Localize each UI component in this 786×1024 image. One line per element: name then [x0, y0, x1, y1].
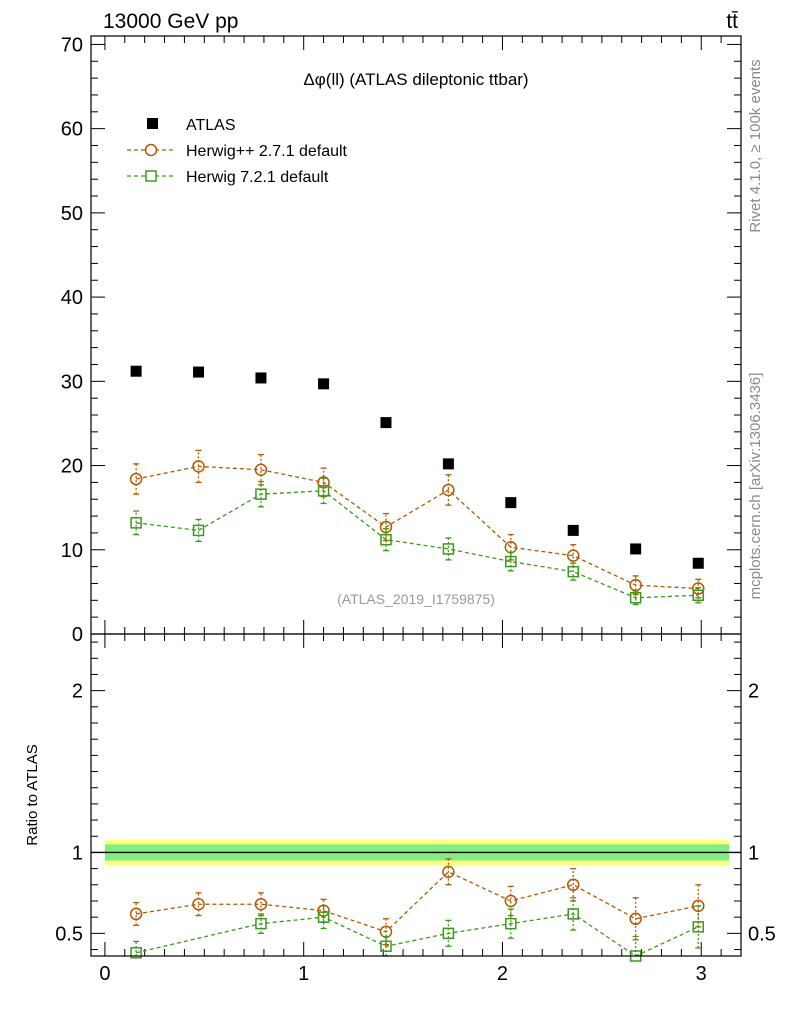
atlas-point — [692, 557, 704, 569]
ratio-ylabel: Ratio to ATLAS — [24, 744, 41, 845]
herwig7-point — [255, 488, 267, 500]
ratio-herwigpp-point — [504, 894, 518, 908]
legend-herwigpp-marker — [144, 143, 158, 157]
mcplots-label: mcplots.cern.ch [arXiv:1306.3436] — [747, 373, 764, 600]
herwigpp-line — [135, 465, 699, 590]
ratio-xtick-label: 3 — [696, 963, 707, 985]
ratio-herwig7-point — [567, 908, 579, 920]
rivet-label: Rivet 4.1.0, ≥ 100k events — [747, 59, 764, 232]
herwigpp-point — [442, 483, 455, 497]
herwig7-point — [629, 592, 642, 604]
legend-herwigpp-label: Herwig++ 2.7.1 default — [186, 143, 348, 160]
legend: ATLAS Herwig++ 2.7.1 default Herwig 7.2.… — [127, 117, 348, 186]
atlas-point — [505, 497, 517, 509]
ratio-frame — [90, 633, 742, 957]
ratio-herwig7-point — [505, 917, 517, 930]
main-panel: 0 10 20 30 40 50 60 70 Δφ(ll) (ATLAS dileptonic… — [61, 34, 742, 646]
ratio-ytick-label-right: 0.5 — [748, 923, 776, 945]
herwig7-point — [505, 555, 517, 568]
ratio-herwig7-point — [317, 911, 330, 923]
ratio-ytick-label: 0.5 — [55, 923, 83, 945]
watermark: (ATLAS_2019_I1759875) — [337, 591, 495, 607]
ratio-herwig7-point — [442, 927, 455, 940]
main-ytick-label: 10 — [61, 540, 83, 562]
herwigpp-point — [379, 520, 393, 534]
ratio-herwigpp-point — [629, 912, 642, 926]
atlas-point — [630, 543, 642, 555]
atlas-point — [318, 378, 330, 390]
ratio-herwig7-point — [692, 921, 705, 933]
legend-herwig7-marker — [145, 170, 157, 182]
main-ytick-label: 50 — [61, 203, 83, 225]
ratio-axis-ticks: 0.5 0.5 1 1 2 2 0 1 2 3 — [55, 634, 776, 985]
legend-herwig7-label: Herwig 7.2.1 default — [186, 169, 329, 186]
ratio-herwigpp-point — [129, 907, 143, 921]
ratio-ytick-label-right: 1 — [748, 842, 759, 864]
herwig7-line — [136, 490, 699, 599]
atlas-point — [380, 417, 392, 429]
ratio-reference-band — [91, 839, 741, 866]
herwigpp-point — [317, 476, 330, 489]
ratio-herwigpp-point — [566, 878, 580, 892]
ratio-herwig7-point — [255, 917, 267, 930]
ratio-panel: 0.5 0.5 1 1 2 2 0 1 2 3 Ratio to ATLAS — [24, 633, 776, 985]
ratio-xtick-label: 0 — [99, 963, 110, 985]
herwigpp-point — [129, 472, 143, 486]
main-ytick-label: 0 — [72, 624, 83, 646]
main-ytick-label: 30 — [61, 371, 83, 393]
atlas-point — [442, 458, 454, 470]
main-ytick-label: 40 — [61, 287, 83, 309]
ratio-ytick-label: 2 — [72, 681, 83, 703]
herwigpp-point — [566, 549, 580, 562]
ratio-ytick-label-right: 2 — [748, 681, 759, 703]
herwig7-point — [317, 485, 330, 497]
herwig7-point — [442, 543, 455, 555]
main-axis-ticks: 0 10 20 30 40 50 60 70 — [61, 34, 741, 646]
ratio-herwigpp-point — [254, 897, 268, 911]
legend-atlas-label: ATLAS — [186, 117, 236, 134]
ratio-series — [129, 858, 705, 962]
atlas-point — [193, 366, 205, 378]
main-title: Δφ(ll) (ATLAS dileptonic ttbar) — [303, 70, 528, 89]
ratio-herwigpp-point — [442, 865, 455, 879]
main-ytick-label: 20 — [61, 456, 83, 478]
herwig7-point — [567, 565, 579, 578]
ratio-herwig7-point — [130, 947, 142, 959]
herwig7-point — [130, 517, 142, 529]
herwigpp-point — [192, 460, 205, 473]
header-left: 13000 GeV pp — [103, 10, 238, 33]
main-ytick-label: 70 — [61, 34, 83, 56]
ratio-ytick-label: 1 — [72, 842, 83, 864]
legend-atlas-marker — [147, 118, 158, 129]
ratio-xtick-label: 1 — [298, 963, 309, 985]
main-series — [129, 365, 705, 606]
herwig7-point — [692, 589, 705, 602]
main-ytick-label: 60 — [61, 119, 83, 141]
atlas-point — [130, 365, 142, 377]
atlas-point — [567, 524, 579, 536]
herwigpp-point — [254, 463, 268, 477]
ratio-herwig7-line — [135, 913, 699, 957]
ratio-herwigpp-line — [136, 871, 699, 933]
atlas-point — [255, 372, 267, 384]
ratio-herwigpp-point — [192, 897, 205, 911]
ratio-xtick-label: 2 — [497, 963, 508, 985]
header-right: tt̄ — [726, 10, 738, 33]
herwig7-point — [380, 533, 392, 546]
ratio-herwig7-point — [380, 940, 392, 953]
herwig7-point — [192, 524, 205, 537]
